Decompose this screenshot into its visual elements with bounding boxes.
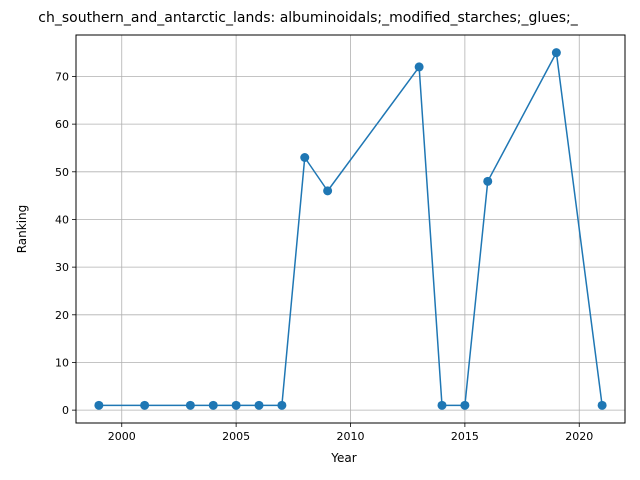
y-tick-label: 20 <box>55 309 69 322</box>
y-tick-label: 10 <box>55 356 69 369</box>
x-tick-label: 2020 <box>565 430 593 443</box>
data-point <box>254 400 264 410</box>
chart-title: ch_southern_and_antarctic_lands: albumin… <box>38 10 578 26</box>
y-tick-label: 50 <box>55 166 69 179</box>
data-point <box>94 400 104 410</box>
data-point <box>277 400 287 410</box>
x-tick-label: 2005 <box>222 430 250 443</box>
grid-lines <box>76 35 625 423</box>
data-point <box>300 153 310 163</box>
x-axis-label: Year <box>330 451 356 465</box>
y-tick-label: 0 <box>62 404 69 417</box>
y-tick-label: 60 <box>55 118 69 131</box>
y-tick-label: 70 <box>55 70 69 83</box>
series-group <box>94 48 607 410</box>
data-point <box>231 400 241 410</box>
y-tick-label: 40 <box>55 213 69 226</box>
y-tick-label: 30 <box>55 261 69 274</box>
y-axis-label: Ranking <box>15 205 29 254</box>
x-tick-label: 2010 <box>337 430 365 443</box>
data-point <box>140 400 150 410</box>
data-point <box>597 400 607 410</box>
x-axis-ticks: 2000 2005 2010 2015 2020 <box>108 423 593 443</box>
data-point <box>483 176 493 186</box>
y-axis-ticks: 0 10 20 30 40 50 60 70 <box>55 70 76 417</box>
data-point <box>208 400 218 410</box>
x-tick-label: 2000 <box>108 430 136 443</box>
data-point <box>185 400 195 410</box>
x-tick-label: 2015 <box>451 430 479 443</box>
data-point <box>437 400 447 410</box>
data-point <box>460 400 470 410</box>
data-point <box>323 186 333 196</box>
data-point <box>551 48 561 58</box>
data-point <box>414 62 424 72</box>
